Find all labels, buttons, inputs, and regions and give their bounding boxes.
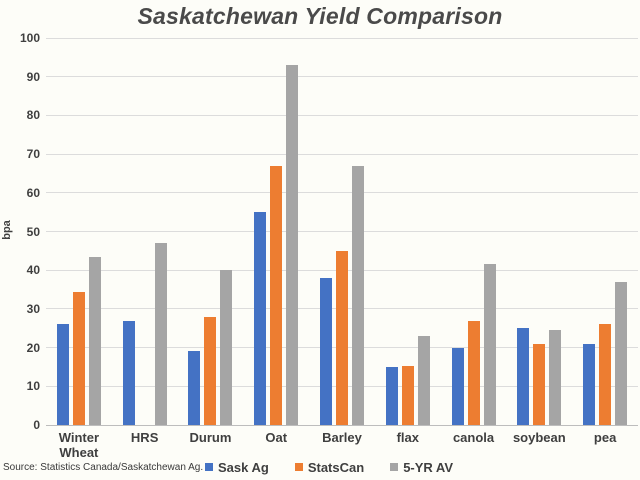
bar-statscan-soybean (533, 343, 546, 425)
bar-5-yr-av-soybean (549, 330, 562, 425)
gridline-60 (46, 192, 638, 194)
y-tick-label-50: 50 (26, 224, 40, 239)
bar-5-yr-av-barley (352, 165, 364, 425)
y-tick-label-100: 100 (19, 31, 40, 45)
gridline-0 (46, 424, 638, 426)
legend-label: StatsCan (307, 459, 365, 475)
bar-sask-ag-flax (385, 366, 398, 425)
bar-statscan-barley (336, 250, 348, 425)
bar-5-yr-av-pea (615, 281, 628, 425)
bar-sask-ag-soybean (517, 328, 530, 425)
bar-statscan-flax (401, 365, 414, 425)
bar-sask-ag-barley (320, 277, 332, 425)
bar-5-yr-av-hrs (154, 243, 167, 425)
gridline-100 (46, 37, 638, 39)
y-tick-label-80: 80 (26, 108, 40, 123)
bar-sask-ag-pea (583, 343, 596, 425)
gridline-50 (46, 231, 638, 232)
x-label-flax: flax (396, 430, 419, 445)
y-tick-label-60: 60 (26, 185, 40, 200)
y-tick-label-40: 40 (26, 263, 40, 278)
y-tick-label-70: 70 (26, 147, 40, 162)
bar-statscan-winter-wheat (72, 291, 85, 425)
x-label-hrs: HRS (130, 430, 159, 445)
x-label-barley: Barley (322, 430, 362, 445)
bar-statscan-durum (204, 316, 217, 425)
bar-sask-ag-hrs (122, 320, 135, 425)
x-label-durum: Durum (189, 430, 232, 445)
y-tick-label-90: 90 (26, 69, 40, 84)
bar-sask-ag-durum (188, 351, 201, 425)
legend-swatch-icon (205, 463, 213, 471)
x-label-oat: Oat (265, 430, 288, 445)
legend-item-sask-ag: Sask Ag (205, 460, 269, 475)
plot-area (46, 37, 638, 426)
x-label-soybean: soybean (512, 430, 566, 445)
bar-sask-ag-canola (451, 347, 464, 425)
bar-statscan-oat (270, 165, 283, 425)
bar-5-yr-av-canola (483, 264, 496, 425)
bar-sask-ag-oat (254, 212, 267, 425)
bar-5-yr-av-winter-wheat (88, 256, 101, 425)
bar-5-yr-av-flax (417, 336, 430, 425)
x-label-winter-wheat: Winter Wheat (58, 430, 100, 460)
gridline-70 (46, 153, 638, 155)
bar-statscan-pea (599, 324, 612, 425)
y-tick-label-30: 30 (26, 301, 40, 316)
legend-label: Sask Ag (218, 459, 269, 475)
gridline-90 (46, 76, 638, 78)
y-tick-label-10: 10 (26, 379, 40, 394)
source-note: Source: Statistics Canada/Saskatchewan A… (3, 462, 204, 473)
bar-5-yr-av-durum (220, 270, 233, 425)
x-label-pea: pea (593, 430, 617, 445)
legend-swatch-icon (294, 463, 303, 471)
bar-5-yr-av-oat (286, 65, 299, 425)
legend-item-5-yr-av: 5-YR AV (390, 460, 453, 475)
y-tick-label-0: 0 (33, 418, 40, 432)
bar-statscan-canola (467, 320, 480, 425)
bar-sask-ag-winter-wheat (56, 324, 69, 425)
chart-title: Saskatchewan Yield Comparison (137, 3, 503, 29)
x-label-canola: canola (452, 430, 495, 445)
legend: Sask Ag StatsCan 5-YR AV (205, 459, 453, 475)
y-tick-label-20: 20 (26, 340, 40, 355)
legend-label: 5-YR AV (403, 459, 454, 475)
gridline-80 (46, 114, 638, 116)
legend-item-statscan: StatsCan (294, 459, 365, 475)
legend-swatch-icon (390, 463, 399, 471)
